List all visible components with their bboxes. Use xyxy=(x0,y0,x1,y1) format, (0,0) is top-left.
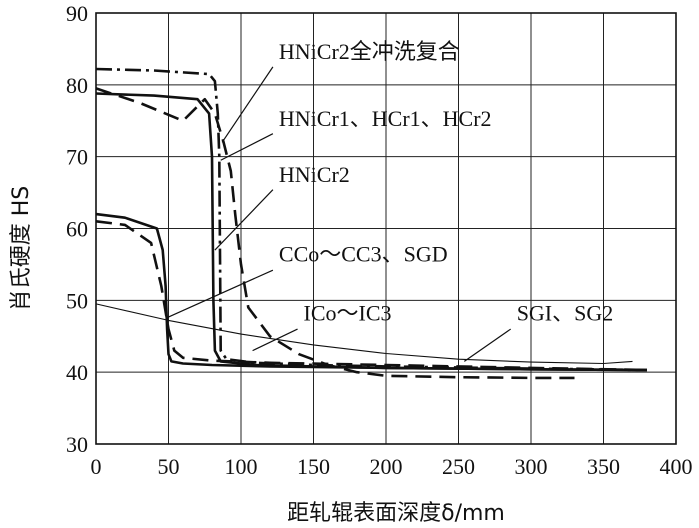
annotation-leader xyxy=(214,189,274,251)
y-axis-title: 肖氏硬度 HS xyxy=(9,186,34,312)
series-line-2 xyxy=(95,92,648,372)
leader-lines xyxy=(165,66,512,362)
series-lines xyxy=(95,67,648,380)
annotation-label: HNiCr2 xyxy=(279,162,350,187)
annotation-label: ICo～IC3 xyxy=(304,300,392,325)
x-tick-label: 100 xyxy=(225,454,258,479)
series-line-5 xyxy=(95,87,575,380)
grid xyxy=(96,13,676,444)
x-tick-label: 50 xyxy=(158,454,180,479)
annotation-leader xyxy=(252,328,298,352)
annotation-leader xyxy=(220,133,274,161)
annotation-leader xyxy=(463,328,512,362)
y-tick-label: 40 xyxy=(66,360,88,385)
series-line-6 xyxy=(95,303,633,365)
series-line-1 xyxy=(95,67,648,372)
annotation-label: HNiCr1、HCr1、HCr2 xyxy=(279,106,492,131)
plot-frame xyxy=(95,12,677,445)
labels: HNiCr2全冲洗复合 HNiCr1、HCr1、HCr2 HNiCr2 CCo～CC3… xyxy=(279,39,613,325)
x-tick-label: 250 xyxy=(442,454,475,479)
x-tick-label: 0 xyxy=(91,454,102,479)
annotation-label: HNiCr2全冲洗复合 xyxy=(279,39,460,64)
annotation-label: CCo～CC3、SGD xyxy=(279,242,448,267)
x-axis-title: 距轧辊表面深度δ/mm xyxy=(287,501,505,526)
annotation-label: SGI、SG2 xyxy=(517,300,614,325)
x-tick-label: 150 xyxy=(297,454,330,479)
y-tick-label: 30 xyxy=(66,432,88,457)
axes: 0 50 100 150 200 250 300 350 400 30 40 50 60 70 80 90 距轧… xyxy=(9,1,693,526)
x-tick-label: 350 xyxy=(587,454,620,479)
y-tick-label: 90 xyxy=(66,1,88,26)
y-tick-label: 80 xyxy=(66,73,88,98)
x-tick-label: 200 xyxy=(370,454,403,479)
annotation-leader xyxy=(221,66,274,143)
series-line-4 xyxy=(95,220,648,372)
x-tick-label: 400 xyxy=(660,454,693,479)
y-tick-label: 60 xyxy=(66,217,88,242)
y-tick-label: 50 xyxy=(66,288,88,313)
annotation-leader xyxy=(165,269,274,319)
y-tick-label: 70 xyxy=(66,145,88,170)
x-tick-label: 300 xyxy=(515,454,548,479)
series-line-3 xyxy=(95,212,648,372)
